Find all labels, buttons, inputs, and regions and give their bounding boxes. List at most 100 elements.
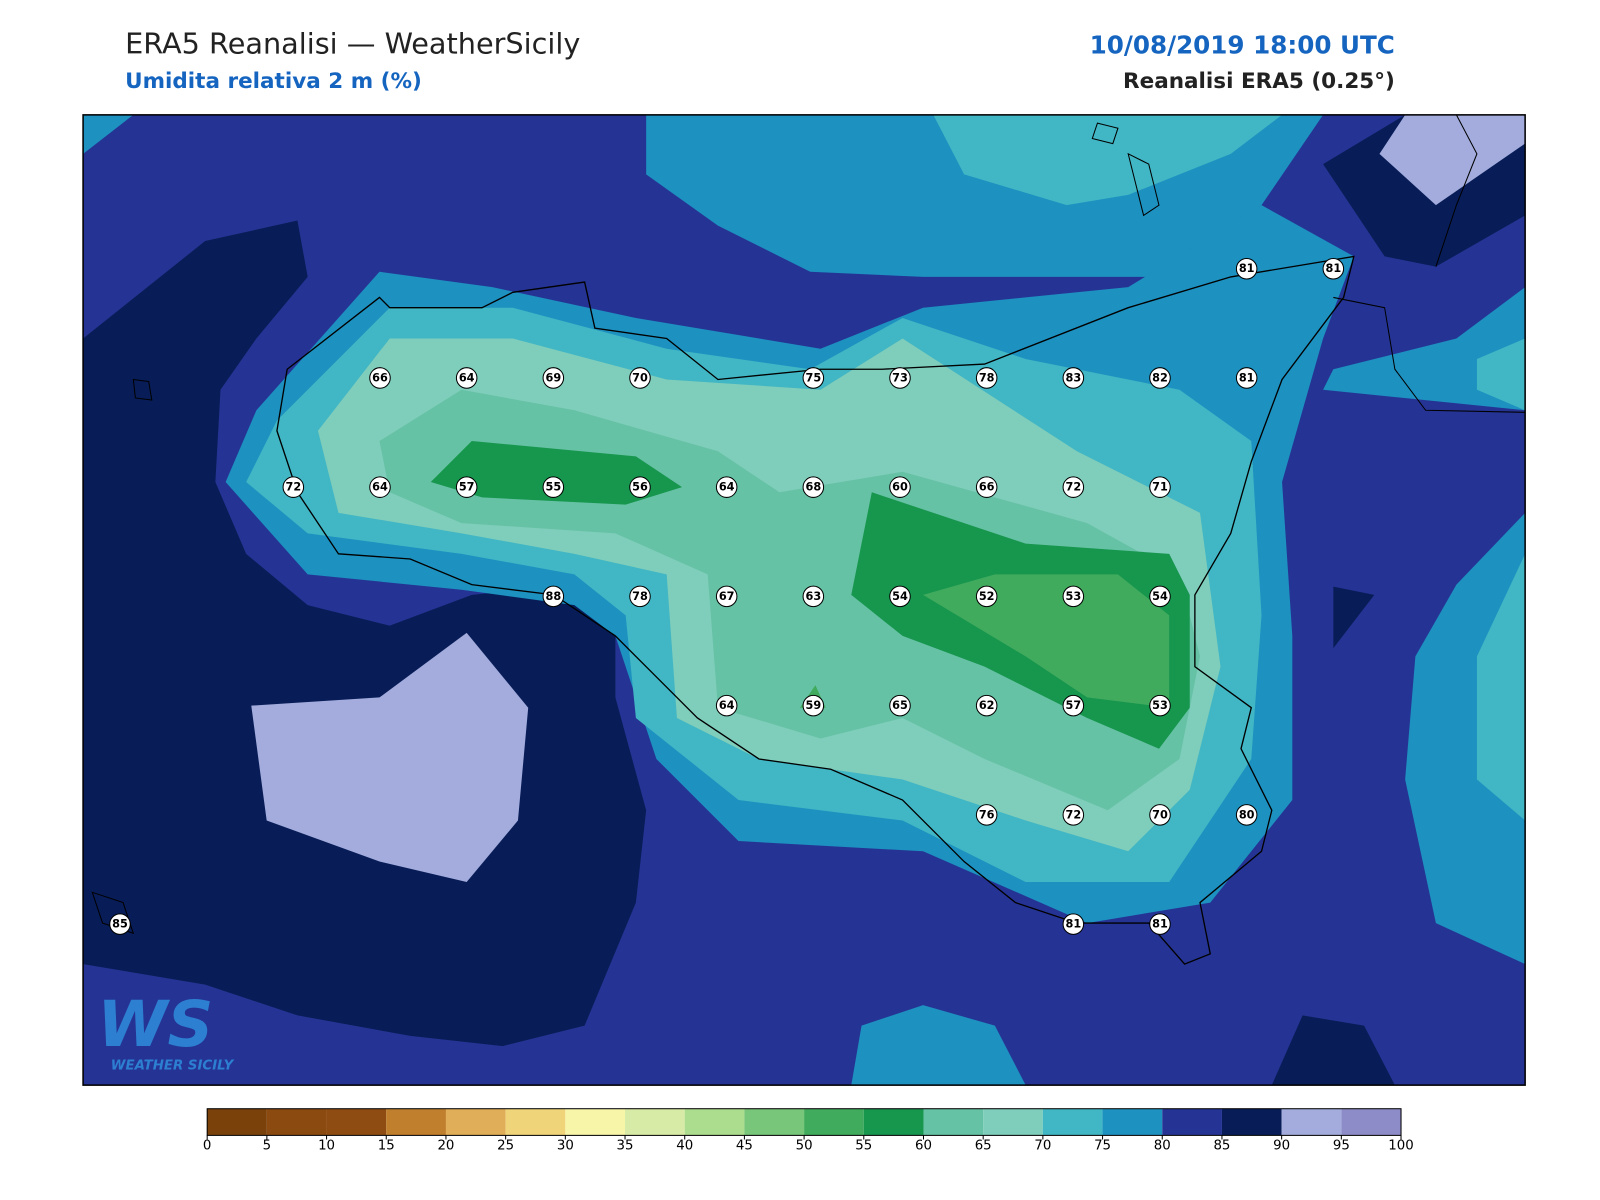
- colorbar-tick-label: 0: [203, 1138, 211, 1153]
- colorbar-bin: [1102, 1108, 1163, 1136]
- station-value: 65: [892, 699, 908, 712]
- station-value: 80: [1239, 808, 1255, 821]
- colorbar-tick-label: 10: [318, 1138, 335, 1153]
- title: ERA5 Reanalisi — WeatherSicily: [125, 26, 580, 60]
- station-value: 68: [805, 481, 821, 494]
- station-marker: [1149, 913, 1171, 935]
- colorbar-bin: [625, 1108, 685, 1136]
- station-marker: [889, 476, 911, 498]
- station-marker: [802, 367, 825, 389]
- station-value: 88: [545, 590, 561, 603]
- colorbar-tick-label: 95: [1333, 1138, 1350, 1153]
- colorbar-tick-label: 30: [557, 1138, 574, 1153]
- station-marker: [975, 585, 998, 608]
- station-value: 62: [979, 699, 995, 712]
- station-marker: [715, 585, 738, 608]
- station-value: 64: [719, 481, 735, 494]
- station-marker: [542, 585, 565, 608]
- colorbar-tick-label: 45: [736, 1138, 753, 1153]
- station-marker: [1062, 694, 1085, 717]
- station-value: 55: [545, 481, 561, 494]
- station-marker: [715, 694, 738, 717]
- station-marker: [889, 585, 911, 608]
- colorbar-tick-label: 90: [1273, 1138, 1290, 1153]
- station-marker: [1235, 804, 1258, 826]
- humidity-field: [83, 114, 1526, 1086]
- station-value: 72: [1065, 808, 1081, 821]
- colorbar-tick-label: 50: [796, 1138, 813, 1153]
- station-value: 56: [632, 481, 648, 494]
- station-value: 75: [805, 371, 821, 384]
- station-value: 66: [979, 481, 995, 494]
- station-marker: [1149, 804, 1171, 826]
- colorbar-tick-label: 60: [915, 1138, 932, 1153]
- station-value: 70: [632, 371, 648, 384]
- station-value: 70: [1152, 808, 1168, 821]
- station-value: 57: [1065, 699, 1081, 712]
- colorbar-tick-label: 55: [855, 1138, 872, 1153]
- station-value: 78: [632, 590, 648, 603]
- colorbar-tick-label: 20: [437, 1138, 454, 1153]
- station-marker: [282, 476, 305, 498]
- station-marker: [802, 585, 825, 608]
- station-value: 76: [979, 808, 995, 821]
- colorbar-bin: [445, 1108, 506, 1136]
- colorbar-tick-label: 5: [263, 1138, 271, 1153]
- colorbar-tick-label: 40: [676, 1138, 693, 1153]
- station-marker: [109, 913, 131, 935]
- station-marker: [369, 367, 391, 389]
- station-value: 52: [979, 590, 995, 603]
- colorbar: 0 5 10 15 20 25 30 35 40 45 50 55 60 65 70 75 80 85 90 95 10…: [203, 1108, 1414, 1153]
- colorbar-bin: [266, 1108, 327, 1136]
- station-value: 64: [372, 481, 388, 494]
- colorbar-bin: [565, 1108, 626, 1136]
- station-marker: [889, 694, 911, 717]
- station-value: 64: [719, 699, 735, 712]
- station-value: 54: [1152, 590, 1168, 603]
- colorbar-bin: [684, 1108, 745, 1136]
- colorbar-tick-label: 70: [1034, 1138, 1051, 1153]
- colorbar-bin: [386, 1108, 446, 1136]
- colorbar-bin: [1221, 1108, 1282, 1136]
- station-value: 82: [1152, 371, 1168, 384]
- colorbar-bin: [1042, 1108, 1103, 1136]
- colorbar-bin: [923, 1108, 984, 1136]
- station-value: 54: [892, 590, 908, 603]
- colorbar-tick-label: 25: [497, 1138, 514, 1153]
- station-marker: [1322, 257, 1345, 280]
- colorbar-tick-label: 15: [378, 1138, 395, 1153]
- station-marker: [1062, 585, 1085, 608]
- station-value: 81: [1152, 918, 1168, 931]
- station-marker: [369, 476, 391, 498]
- station-value: 85: [112, 918, 128, 931]
- station-marker: [975, 694, 998, 717]
- station-marker: [629, 476, 651, 498]
- map-frame: [82, 114, 1526, 1086]
- station-marker: [802, 694, 825, 717]
- station-marker: [542, 476, 565, 498]
- colorbar-bin: [1341, 1108, 1402, 1136]
- station-value: 57: [459, 481, 475, 494]
- station-value: 73: [892, 371, 908, 384]
- station-marker: [975, 476, 998, 498]
- station-marker: [455, 476, 478, 498]
- station-value: 81: [1239, 262, 1255, 275]
- colorbar-tick-label: 75: [1094, 1138, 1111, 1153]
- station-marker: [1149, 367, 1171, 389]
- colorbar-bin: [505, 1108, 566, 1136]
- colorbar-bin: [1281, 1108, 1342, 1136]
- colorbar-bin: [804, 1108, 864, 1136]
- station-value: 83: [1065, 371, 1081, 384]
- logo: WS: [97, 987, 213, 1061]
- station-marker: [1149, 694, 1171, 717]
- station-marker: [1149, 476, 1171, 498]
- station-value: 72: [1065, 481, 1081, 494]
- station-marker: [1062, 367, 1085, 389]
- station-marker: [1062, 476, 1085, 498]
- station-marker: [455, 367, 478, 389]
- station-value: 81: [1239, 371, 1255, 384]
- station-marker: [1062, 804, 1085, 826]
- colorbar-tick-label: 100: [1388, 1138, 1413, 1153]
